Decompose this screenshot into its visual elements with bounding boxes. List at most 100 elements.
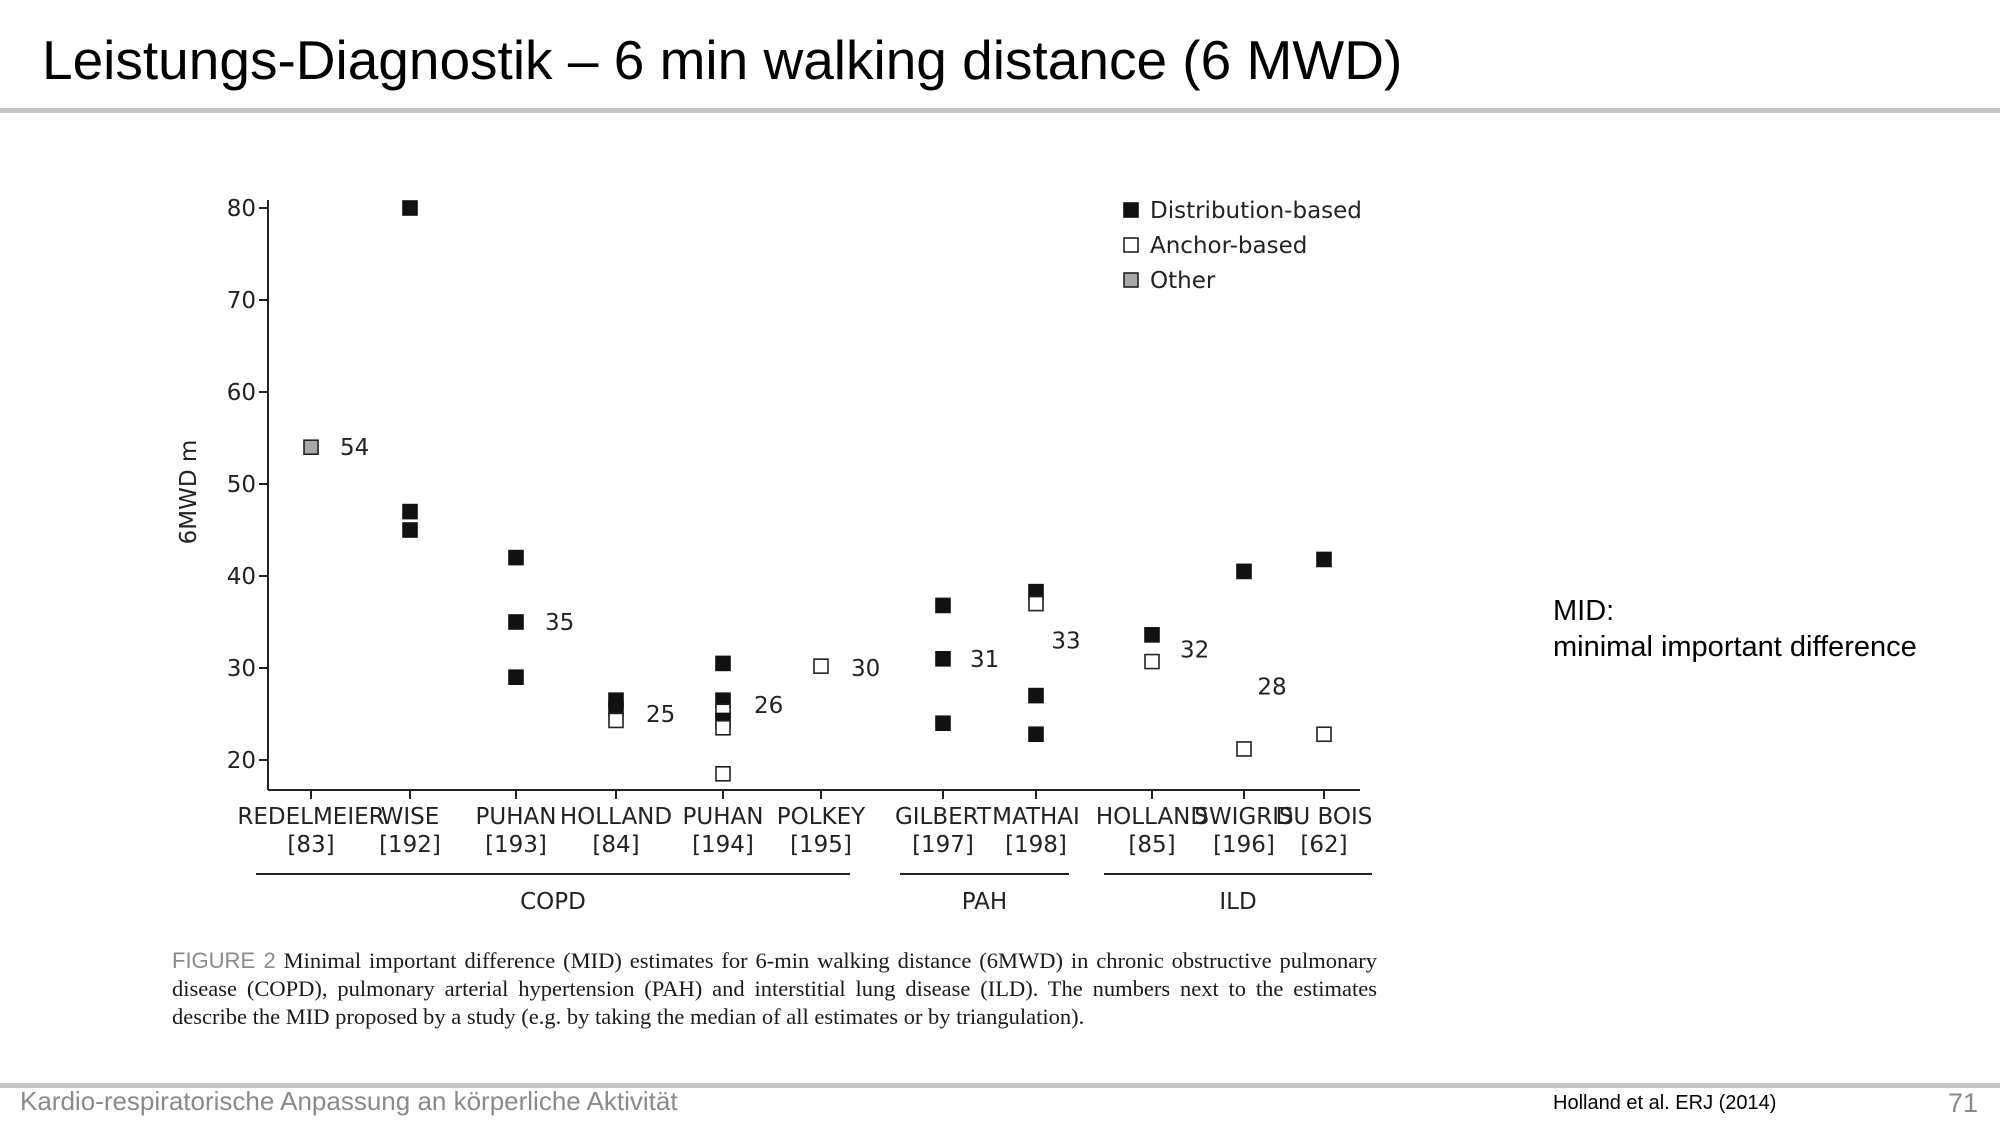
study-du-bois-points (1316, 551, 1332, 743)
proposed-mid-label: 25 (646, 702, 675, 728)
study-name-label: PUHAN (683, 804, 764, 830)
footer-reference: Holland et al. ERJ (2014) (1553, 1092, 1777, 1114)
distribution-based-marker (715, 655, 731, 672)
proposed-mid-label: 35 (545, 610, 574, 636)
study-reference-label: [197] (912, 832, 974, 858)
other-based-marker (303, 439, 319, 456)
slide-title: Leistungs-Diagnostik – 6 min walking dis… (42, 29, 1403, 91)
mid-note-definition: minimal important difference (1553, 631, 1917, 663)
study-reference-label: [198] (1005, 832, 1067, 858)
study-redelmeier-points: 54 (303, 435, 369, 461)
study-reference-label: [192] (379, 832, 441, 858)
study-reference-label: [196] (1213, 832, 1275, 858)
study-reference-label: [193] (485, 832, 547, 858)
study-name-label: HOLLAND (560, 804, 672, 830)
study-holland-points: 25 (608, 692, 675, 729)
study-puhan-points: 35 (508, 549, 574, 686)
study-swigris-points: 28 (1236, 563, 1287, 757)
distribution-based-marker (935, 715, 951, 732)
y-tick-label: 70 (227, 288, 256, 314)
study-reference-label: [195] (790, 832, 852, 858)
anchor-based-marker (1236, 741, 1252, 757)
page-number: 71 (1947, 1088, 1978, 1118)
study-name-label: REDELMEIER (237, 804, 384, 830)
chart-axes: 20 30 40 50 60 70 80 (227, 196, 1360, 799)
group-label: ILD (1219, 889, 1256, 915)
distribution-based-marker (935, 597, 951, 614)
study-holland-points: 32 (1144, 627, 1209, 670)
distribution-based-marker (1028, 726, 1044, 743)
anchor-based-marker (1123, 237, 1139, 253)
mid-scatter-chart: 20 30 40 50 60 70 80 6MWD m 54 35 25 26 30 31 33 32 28… (176, 196, 1372, 915)
study-polkey-points: 30 (813, 656, 880, 682)
y-tick-label: 40 (227, 564, 256, 590)
y-tick-label: 20 (227, 748, 256, 774)
anchor-based-marker (715, 765, 731, 782)
distribution-based-marker (402, 522, 418, 538)
y-tick-label: 50 (227, 472, 256, 498)
proposed-mid-label: 32 (1180, 638, 1209, 664)
study-name-label: PUHAN (476, 804, 557, 830)
distribution-based-marker (1236, 563, 1252, 580)
study-name-label: SWIGRIS (1194, 804, 1293, 830)
distribution-based-marker (508, 669, 524, 686)
study-name-label: WISE (381, 804, 440, 830)
y-axis-label: 6MWD m (176, 440, 202, 545)
group-label: PAH (962, 889, 1007, 915)
legend-entry-label: Anchor-based (1150, 233, 1307, 259)
anchor-based-marker (608, 712, 624, 729)
figure-caption: FIGURE 2 Minimal important difference (M… (172, 947, 1377, 1031)
figure-caption-text: Minimal important difference (MID) estim… (172, 948, 1377, 1029)
footer-divider (0, 1083, 2000, 1088)
study-gilbert-points: 31 (935, 597, 999, 732)
study-mathai-points: 33 (1028, 583, 1081, 743)
distribution-based-marker (508, 614, 524, 630)
x-axis-labels: REDELMEIER[83]WISE[192]PUHAN[193]HOLLAND… (237, 804, 1372, 858)
distribution-based-marker (402, 200, 418, 216)
proposed-mid-label: 30 (851, 656, 880, 682)
anchor-based-marker (1144, 653, 1160, 670)
study-reference-label: [194] (692, 832, 754, 858)
anchor-based-marker (1028, 595, 1044, 612)
anchor-based-marker (1316, 726, 1332, 743)
mid-note: MID: minimal important difference (1553, 593, 1917, 665)
study-wise-points (402, 200, 418, 538)
distribution-based-marker (1144, 627, 1160, 643)
distribution-based-marker (1123, 202, 1139, 218)
distribution-based-marker (1316, 551, 1332, 568)
group-brackets: COPD PAH ILD (256, 873, 1372, 915)
proposed-mid-label: 54 (340, 435, 369, 461)
distribution-based-marker (402, 503, 418, 520)
study-name-label: HOLLAND (1096, 804, 1208, 830)
proposed-mid-label: 28 (1257, 674, 1286, 700)
distribution-based-marker (935, 650, 951, 667)
study-puhan-points: 26 (715, 655, 783, 782)
study-name-label: DU BOIS (1276, 804, 1373, 830)
y-tick-label: 30 (227, 656, 256, 682)
y-axis-label-group: 6MWD m (176, 440, 202, 545)
study-name-label: GILBERT (895, 804, 992, 830)
anchor-based-marker (813, 658, 829, 674)
distribution-based-marker (508, 549, 524, 566)
study-name-label: POLKEY (777, 804, 866, 830)
y-tick-label: 60 (227, 380, 256, 406)
study-reference-label: [83] (287, 832, 334, 858)
legend-entry-label: Other (1150, 268, 1216, 294)
chart-marks: 54 35 25 26 30 31 33 32 28 (303, 200, 1332, 782)
study-reference-label: [62] (1300, 832, 1347, 858)
figure-label: FIGURE 2 (172, 948, 276, 973)
title-divider (0, 108, 2000, 113)
proposed-mid-label: 26 (754, 693, 783, 719)
y-tick-label: 80 (227, 196, 256, 222)
distribution-based-marker (1028, 687, 1044, 704)
chart-legend: Distribution-based Anchor-based Other (1123, 198, 1362, 294)
proposed-mid-label: 31 (970, 647, 999, 673)
footer-course-title: Kardio-respiratorische Anpassung an körp… (20, 1086, 678, 1116)
legend-entry-label: Distribution-based (1150, 198, 1362, 224)
proposed-mid-label: 33 (1051, 628, 1080, 654)
other-based-marker (1123, 272, 1139, 288)
mid-note-heading: MID: (1553, 595, 1615, 627)
anchor-based-marker (715, 719, 731, 736)
group-label: COPD (520, 889, 586, 915)
study-name-label: MATHAI (992, 804, 1080, 830)
